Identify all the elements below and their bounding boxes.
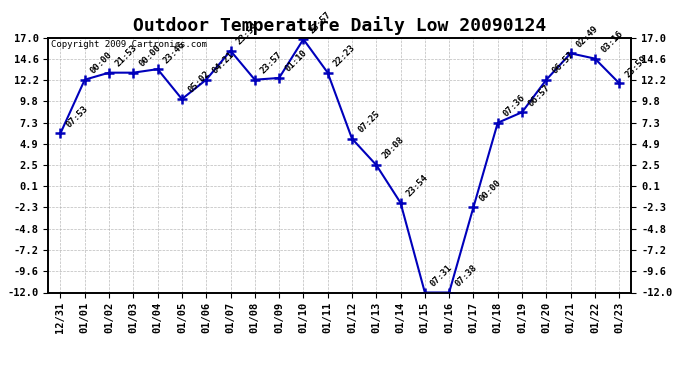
- Text: 23:57: 23:57: [259, 50, 284, 75]
- Text: 23:57: 23:57: [308, 10, 333, 35]
- Text: 00:00: 00:00: [477, 178, 503, 203]
- Text: Copyright 2009 Cartronics.com: Copyright 2009 Cartronics.com: [51, 40, 207, 49]
- Text: 23:59: 23:59: [623, 54, 649, 79]
- Text: 07:38: 07:38: [453, 263, 479, 288]
- Text: 22:23: 22:23: [332, 43, 357, 69]
- Text: 06:57: 06:57: [526, 83, 551, 108]
- Text: 23:46: 23:46: [161, 40, 187, 65]
- Text: 01:10: 01:10: [284, 48, 308, 74]
- Text: 20:08: 20:08: [380, 135, 406, 161]
- Text: 00:00: 00:00: [89, 50, 115, 75]
- Text: 07:31: 07:31: [429, 263, 455, 288]
- Text: 23:54: 23:54: [235, 21, 260, 46]
- Text: 00:00: 00:00: [137, 43, 163, 69]
- Text: 21:53: 21:53: [113, 43, 139, 69]
- Text: 07:36: 07:36: [502, 93, 527, 118]
- Text: 07:25: 07:25: [356, 109, 382, 135]
- Text: 03:16: 03:16: [599, 29, 624, 54]
- Text: 05:02: 05:02: [186, 69, 211, 95]
- Text: 23:54: 23:54: [405, 173, 430, 199]
- Text: 02:49: 02:49: [575, 24, 600, 49]
- Title: Outdoor Temperature Daily Low 20090124: Outdoor Temperature Daily Low 20090124: [133, 16, 546, 34]
- Text: 06:57: 06:57: [551, 50, 576, 75]
- Text: 04:21: 04:21: [210, 50, 236, 75]
- Text: 07:53: 07:53: [65, 104, 90, 129]
